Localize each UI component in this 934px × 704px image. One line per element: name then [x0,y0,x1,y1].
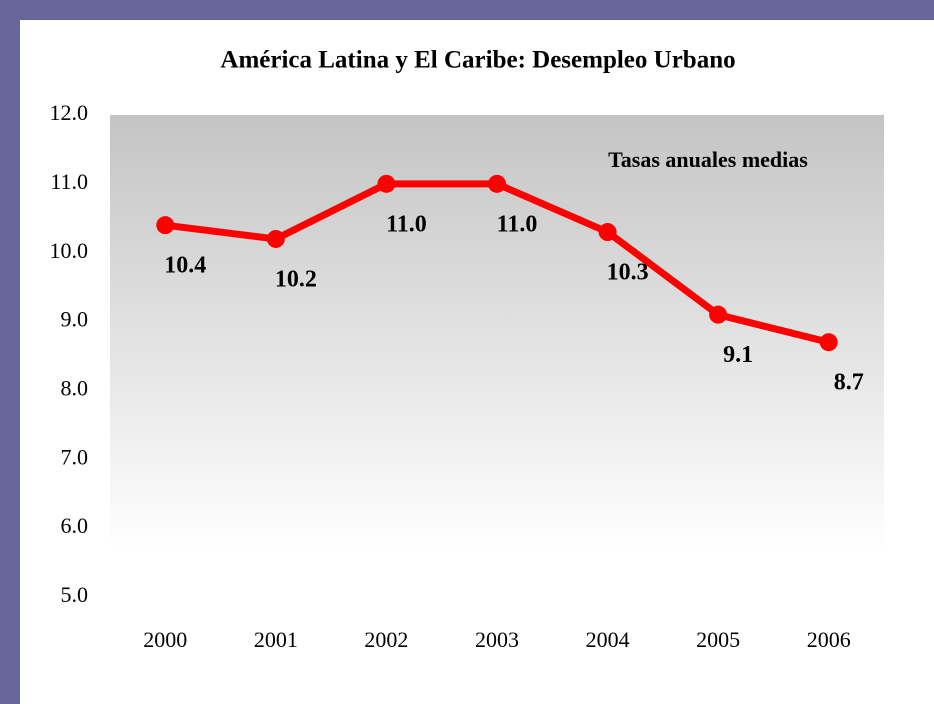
x-tick-label: 2000 [143,627,187,652]
point [598,223,617,242]
point [266,229,285,248]
data-label: 10.2 [275,266,317,292]
x-tick-label: 2004 [586,627,630,652]
x-tick-label: 2003 [475,627,519,652]
data-label: 8.7 [834,370,864,396]
data-label: 10.4 [164,253,206,279]
plot-area [110,115,884,600]
point [819,333,838,352]
y-tick-label: 9.0 [61,307,89,332]
data-label: 9.1 [723,342,753,368]
data-label: 11.0 [386,211,427,237]
point [156,216,175,235]
point [488,174,506,193]
x-tick-label: 2001 [254,627,298,652]
chart-title: América Latina y El Caribe: Desempleo Ur… [220,47,735,74]
data-label: 10.3 [607,260,649,286]
annotation: Tasas anuales medias [608,147,808,172]
y-tick-label: 5.0 [61,582,89,607]
point [709,305,728,324]
y-tick-label: 7.0 [61,444,89,469]
x-tick-label: 2002 [364,627,408,652]
y-tick-label: 8.0 [61,375,89,400]
y-tick-label: 10.0 [50,238,89,263]
y-tick-label: 12.0 [50,100,89,125]
point [377,174,396,193]
y-tick-label: 11.0 [50,169,88,194]
y-tick-label: 6.0 [61,513,89,538]
data-label: 11.0 [497,211,538,237]
x-tick-label: 2005 [696,627,740,652]
x-tick-label: 2006 [807,627,851,652]
